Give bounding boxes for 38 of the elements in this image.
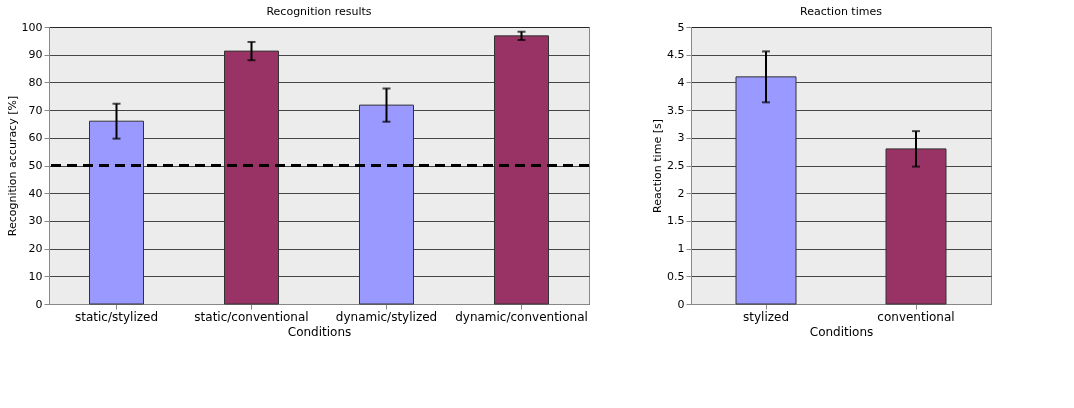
y-tick-label: 4: [677, 75, 685, 89]
bar: [89, 120, 144, 305]
x-axis-title: Conditions: [809, 324, 874, 339]
y-tick-label: 40: [28, 186, 43, 200]
chart-title: Reaction times: [800, 5, 883, 18]
y-tick-label: 70: [28, 103, 43, 117]
bar: [359, 104, 414, 305]
x-axis-title: Conditions: [287, 324, 352, 339]
x-tick-label: dynamic/stylized: [335, 309, 438, 324]
y-tick-label: 10: [28, 269, 43, 283]
y-axis-title: Reaction time [s]: [651, 119, 665, 213]
y-tick-label: 20: [28, 242, 43, 256]
y-tick-label: 50: [28, 159, 43, 172]
y-tick-label: 3.5: [667, 103, 685, 117]
y-tick-label: 1.5: [667, 214, 685, 228]
y-tick-label: 90: [28, 48, 43, 62]
y-tick-label: 2: [677, 186, 685, 200]
x-tick-label: dynamic/conventional: [455, 309, 588, 324]
y-tick-label: 0: [677, 297, 685, 311]
x-tick-label: conventional: [877, 309, 955, 324]
y-tick-label: 4.5: [667, 48, 685, 62]
y-tick-label: 0: [35, 297, 43, 311]
y-tick-label: 5: [677, 20, 685, 34]
y-tick-label: 80: [28, 75, 43, 89]
y-tick-label: 1: [677, 242, 685, 256]
y-tick-label: 100: [21, 20, 43, 34]
bar: [224, 50, 279, 305]
y-tick-label: 30: [28, 214, 43, 228]
x-tick-label: stylized: [742, 309, 790, 324]
y-tick-label: 2.5: [667, 159, 685, 172]
chart-title: Recognition results: [266, 5, 372, 18]
y-axis-title: Recognition accuracy [%]: [5, 95, 19, 237]
y-tick-label: 60: [28, 131, 43, 145]
x-tick-label: static/conventional: [194, 309, 309, 324]
x-tick-label: static/stylized: [74, 309, 159, 324]
bar: [494, 35, 549, 305]
y-tick-label: 0.5: [667, 269, 685, 283]
y-tick-label: 3: [677, 131, 685, 145]
